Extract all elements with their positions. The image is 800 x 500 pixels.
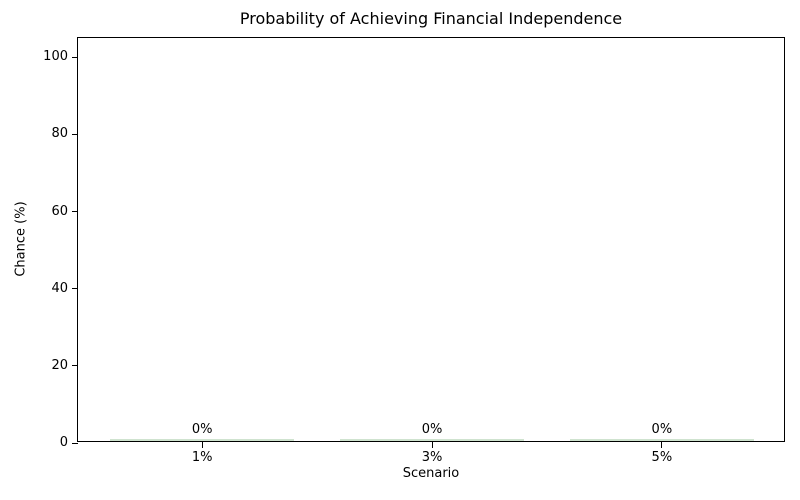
- bar-value-label: 0%: [421, 422, 443, 437]
- y-tick-label: 80: [51, 126, 68, 142]
- y-tick-mark: [72, 133, 78, 135]
- x-tick-label: 5%: [651, 450, 673, 465]
- x-axis-label: Scenario: [402, 466, 460, 481]
- y-tick-label: 20: [51, 357, 68, 373]
- y-tick-label: 100: [43, 49, 68, 65]
- y-tick-mark: [72, 211, 78, 213]
- y-tick-mark: [72, 442, 78, 444]
- y-tick-mark: [72, 365, 78, 367]
- y-tick-label: 0: [59, 435, 68, 450]
- bar: [340, 439, 524, 441]
- y-tick-mark: [72, 56, 78, 58]
- y-tick-label: 40: [51, 280, 68, 296]
- bar-value-label: 0%: [191, 422, 213, 437]
- x-tick-mark: [431, 442, 433, 448]
- y-tick-label: 60: [51, 203, 68, 219]
- bar-value-label: 0%: [651, 422, 673, 437]
- x-tick-mark: [201, 442, 203, 448]
- chart-title: Probability of Achieving Financial Indep…: [239, 9, 623, 28]
- x-tick-label: 1%: [191, 450, 213, 465]
- y-tick-mark: [72, 288, 78, 290]
- x-tick-mark: [661, 442, 663, 448]
- bar: [569, 439, 754, 441]
- x-tick-label: 3%: [421, 450, 443, 465]
- bar: [110, 439, 295, 441]
- plot-area: 0 20 40 60 80 100 1% 0% 3% 0% 5% 0%: [43, 37, 785, 465]
